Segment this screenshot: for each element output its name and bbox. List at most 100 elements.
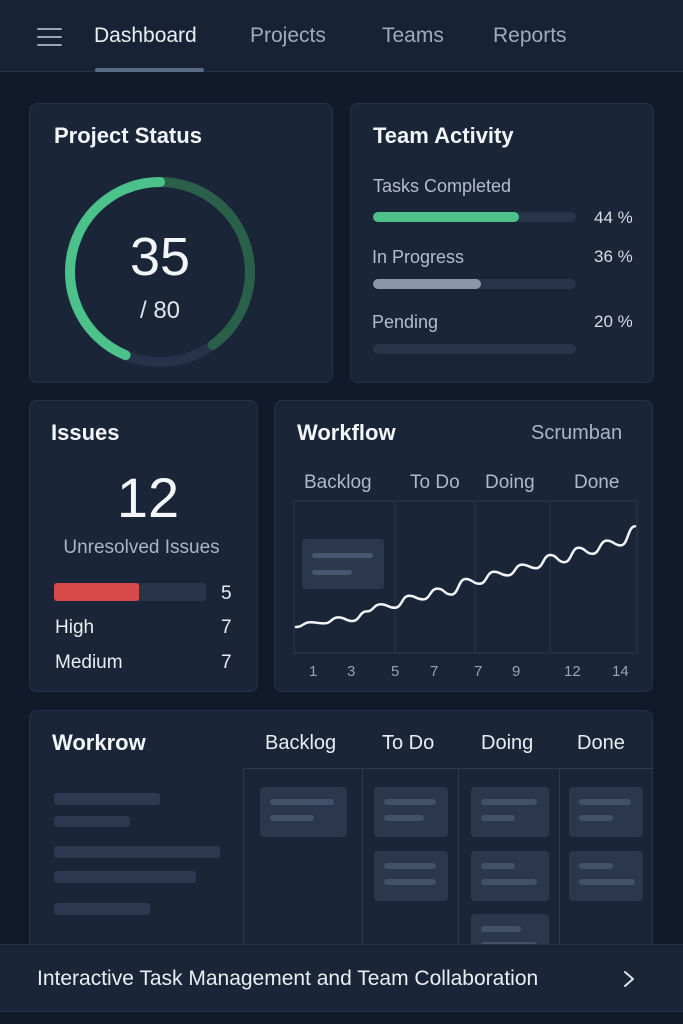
workflow-x-tick: 7 bbox=[430, 663, 439, 680]
workflow-backlog-card bbox=[302, 539, 384, 589]
placeholder-line bbox=[579, 863, 613, 869]
placeholder-line bbox=[54, 871, 196, 883]
board-column-backlog[interactable]: Backlog bbox=[265, 732, 337, 754]
tasks-completed-bar bbox=[373, 212, 576, 222]
workflow-x-tick: 7 bbox=[474, 663, 483, 680]
footer-banner[interactable]: Interactive Task Management and Team Col… bbox=[0, 944, 683, 1012]
placeholder-line bbox=[312, 553, 373, 558]
workflow-mode-label[interactable]: Scrumban bbox=[531, 422, 623, 444]
task-card[interactable] bbox=[374, 851, 448, 901]
task-card[interactable] bbox=[569, 851, 643, 901]
critical-issues-bar-fill bbox=[54, 583, 140, 601]
placeholder-line bbox=[384, 863, 436, 869]
workflow-chart bbox=[293, 500, 638, 654]
pending-bar bbox=[373, 344, 576, 354]
project-progress-ring bbox=[64, 177, 255, 367]
top-navigation-bar: Dashboard Projects Teams Reports bbox=[0, 0, 683, 72]
placeholder-line bbox=[481, 879, 537, 885]
workflow-x-tick: 1 bbox=[309, 663, 318, 680]
placeholder-line bbox=[270, 815, 314, 821]
board-column-todo[interactable]: To Do bbox=[382, 732, 435, 754]
board-column-doing[interactable]: Doing bbox=[481, 732, 534, 754]
active-tab-indicator bbox=[95, 68, 204, 72]
hamburger-menu-icon[interactable] bbox=[37, 28, 62, 46]
placeholder-line bbox=[579, 799, 631, 805]
placeholder-line bbox=[481, 926, 521, 932]
tasks-completed-label: Tasks Completed bbox=[373, 176, 512, 196]
board-column-divider bbox=[458, 768, 459, 971]
workflow-x-tick: 9 bbox=[512, 663, 521, 680]
high-issues-value: 7 bbox=[221, 617, 232, 638]
placeholder-line bbox=[579, 815, 613, 821]
task-card[interactable] bbox=[471, 851, 549, 901]
placeholder-line bbox=[481, 799, 537, 805]
board-column-done[interactable]: Done bbox=[577, 732, 625, 754]
issues-title: Issues bbox=[51, 420, 120, 445]
placeholder-line bbox=[384, 815, 424, 821]
board-column-divider bbox=[559, 768, 560, 971]
chevron-right-icon[interactable] bbox=[619, 969, 639, 989]
workflow-column-todo: To Do bbox=[410, 472, 460, 493]
critical-issues-value: 5 bbox=[221, 583, 232, 604]
placeholder-line bbox=[481, 815, 515, 821]
workflow-x-tick: 14 bbox=[612, 663, 629, 680]
task-card[interactable] bbox=[260, 787, 347, 837]
critical-issues-bar bbox=[54, 583, 206, 601]
footer-caption: Interactive Task Management and Team Col… bbox=[37, 967, 539, 990]
placeholder-line bbox=[312, 570, 352, 575]
board-column-divider bbox=[362, 768, 363, 971]
workflow-column-doing: Doing bbox=[485, 472, 535, 493]
placeholder-line bbox=[384, 799, 436, 805]
project-status-card[interactable]: Project Status 35 / 80 bbox=[29, 103, 333, 383]
task-card[interactable] bbox=[374, 787, 448, 837]
issues-card[interactable]: Issues 12 Unresolved Issues 5 High 7 Med… bbox=[29, 400, 258, 692]
placeholder-line bbox=[481, 863, 515, 869]
placeholder-line bbox=[54, 793, 160, 805]
chart-frame bbox=[293, 500, 638, 654]
tab-dashboard[interactable]: Dashboard bbox=[94, 24, 197, 47]
unresolved-issues-label: Unresolved Issues bbox=[63, 537, 220, 558]
task-card[interactable] bbox=[471, 787, 549, 837]
tab-reports[interactable]: Reports bbox=[493, 24, 567, 47]
placeholder-line bbox=[579, 879, 635, 885]
workrow-title: Workrow bbox=[52, 730, 146, 755]
project-completed-count: 35 bbox=[129, 227, 191, 287]
placeholder-line bbox=[54, 903, 150, 915]
team-activity-card[interactable]: Team Activity Tasks Completed 44 % In Pr… bbox=[350, 103, 654, 383]
team-activity-title: Team Activity bbox=[373, 123, 514, 148]
task-card[interactable] bbox=[569, 787, 643, 837]
tab-projects[interactable]: Projects bbox=[250, 24, 326, 47]
placeholder-line bbox=[384, 879, 436, 885]
in-progress-label: In Progress bbox=[372, 247, 465, 267]
workflow-title: Workflow bbox=[297, 420, 396, 445]
workflow-column-backlog: Backlog bbox=[304, 472, 372, 493]
high-issues-label: High bbox=[55, 617, 95, 638]
workflow-card[interactable]: Workflow Scrumban Backlog To Do Doing Do… bbox=[274, 400, 653, 692]
workflow-line-series bbox=[294, 524, 637, 629]
workflow-x-tick: 12 bbox=[564, 663, 581, 680]
medium-issues-value: 7 bbox=[221, 652, 232, 673]
in-progress-percent: 36 % bbox=[594, 247, 633, 266]
workflow-line bbox=[294, 524, 637, 629]
placeholder-line bbox=[54, 816, 130, 827]
board-header-divider bbox=[243, 768, 654, 769]
workflow-x-tick: 3 bbox=[347, 663, 356, 680]
in-progress-bar bbox=[373, 279, 576, 289]
pending-label: Pending bbox=[372, 312, 439, 332]
project-status-title: Project Status bbox=[54, 123, 202, 148]
board-column-divider bbox=[243, 768, 244, 971]
medium-issues-label: Medium bbox=[55, 652, 123, 673]
workflow-column-done: Done bbox=[574, 472, 620, 493]
project-total-count: / 80 bbox=[139, 297, 181, 324]
placeholder-line bbox=[270, 799, 334, 805]
ring-progress-arc bbox=[64, 177, 255, 367]
pending-percent: 20 % bbox=[594, 312, 633, 331]
placeholder-line bbox=[54, 846, 220, 858]
tab-teams[interactable]: Teams bbox=[382, 24, 444, 47]
tasks-completed-percent: 44 % bbox=[594, 208, 633, 227]
tasks-completed-bar-fill bbox=[373, 212, 520, 222]
workflow-x-tick: 5 bbox=[391, 663, 400, 680]
workrow-board-card[interactable]: Workrow Backlog To Do Doing Done bbox=[29, 710, 654, 971]
in-progress-bar-fill bbox=[373, 279, 481, 289]
issues-count: 12 bbox=[116, 466, 180, 529]
